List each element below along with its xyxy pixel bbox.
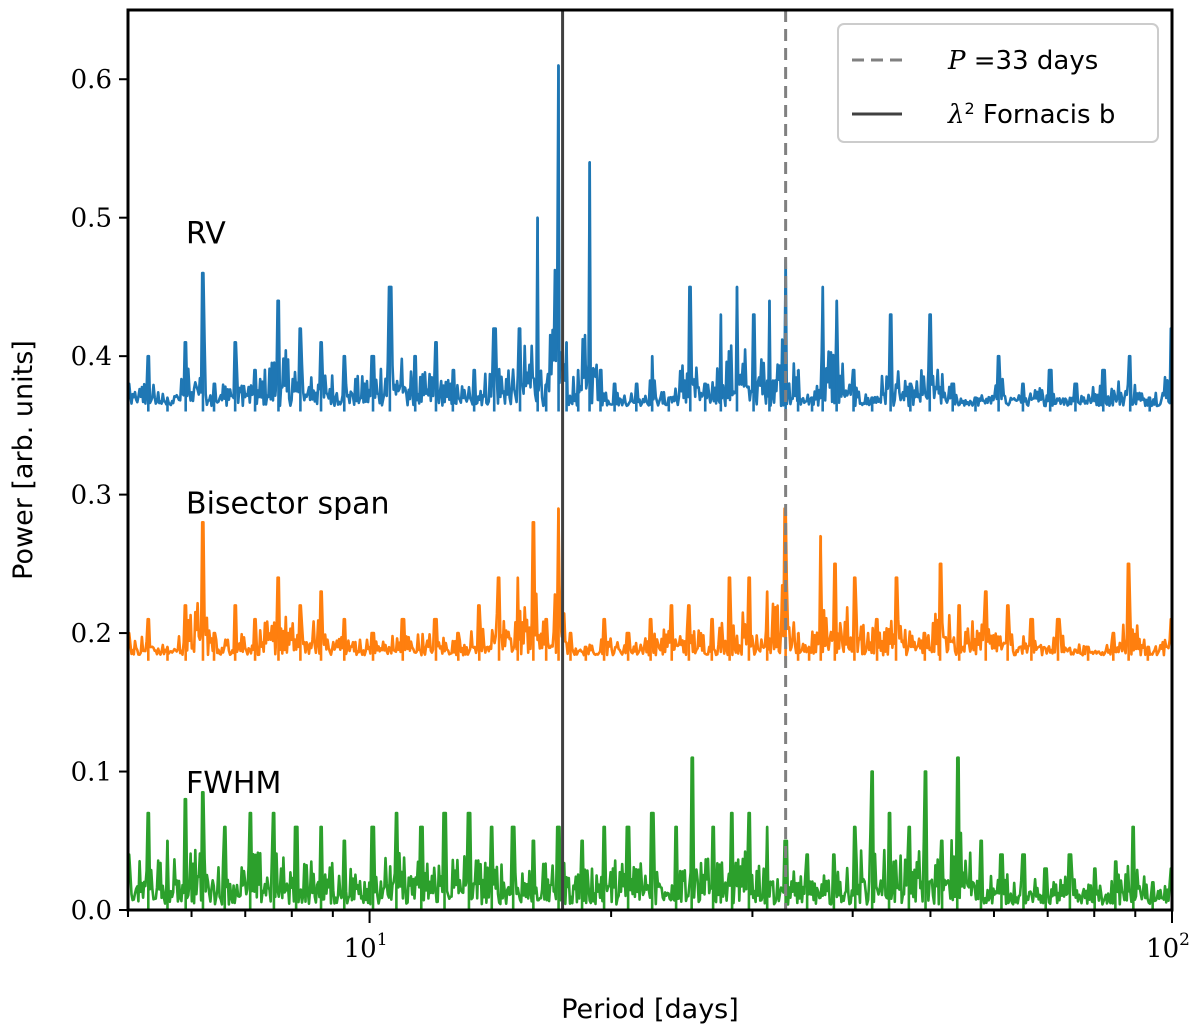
y-tick-label: 0.0 — [71, 896, 112, 926]
y-tick-label: 0.5 — [71, 204, 112, 234]
series-label-fwhm: FWHM — [186, 766, 281, 801]
y-tick-label: 0.6 — [71, 65, 112, 95]
y-tick-label: 0.2 — [71, 619, 112, 649]
plot-frame — [126, 8, 1174, 912]
series-annotations: RV Bisector span FWHM — [186, 217, 390, 802]
series-line-fwhm — [128, 756, 1172, 906]
series-label-rv: RV — [186, 217, 226, 252]
series-line-bisector-span — [128, 507, 1172, 657]
legend-box — [837, 23, 1159, 143]
x-tick-label: 101 — [344, 930, 388, 964]
y-tick-label: 0.3 — [71, 481, 112, 511]
legend-entry-period: P =33 days — [947, 46, 1098, 76]
x-axis-ticks: 101 102 — [127, 910, 1190, 964]
vline-layer — [561, 10, 788, 910]
y-tick-label: 0.1 — [71, 758, 112, 788]
x-axis-title: Period [days] — [561, 994, 739, 1025]
x-tick-label: 102 — [1146, 930, 1190, 964]
legend-entry-planet: λ2 Fornacis b — [947, 99, 1115, 131]
series-label-bisector-span: Bisector span — [186, 487, 390, 522]
y-axis-ticks: 0.0 0.1 0.2 0.3 0.4 0.5 0.6 — [71, 65, 128, 926]
legend: P =33 days λ2 Fornacis b — [837, 23, 1159, 143]
y-tick-label: 0.4 — [71, 342, 112, 372]
y-axis-title: Power [arb. units] — [8, 340, 39, 580]
